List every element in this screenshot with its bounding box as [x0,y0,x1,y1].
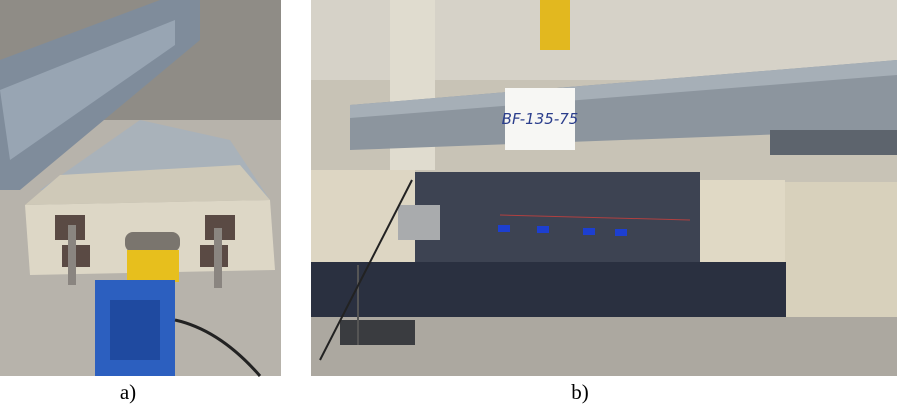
page: BF-135-75 a) b) (() => { const data = JS… [0,0,897,409]
photo-a [0,0,281,376]
panel-label: b) [571,380,589,404]
photo-b: BF-135-75 [311,0,897,376]
figure: BF-135-75 a) b) [0,0,897,409]
panel-label: a) [120,380,136,404]
sign-text: BF-135-75 [502,110,579,128]
